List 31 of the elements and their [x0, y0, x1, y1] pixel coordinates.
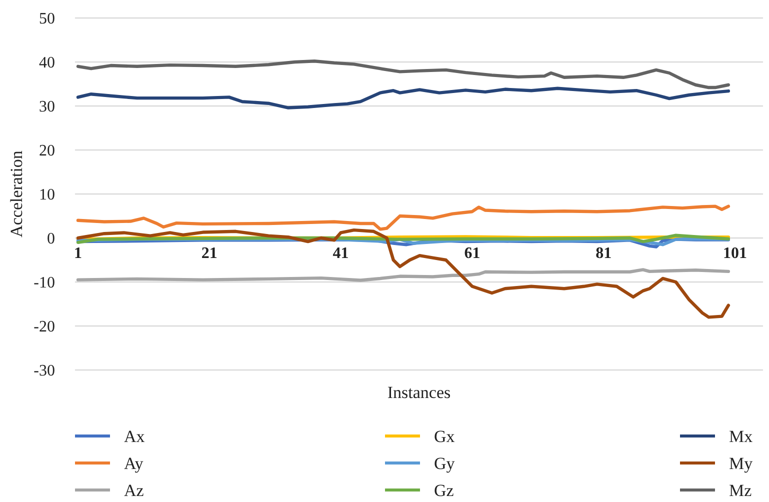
y-tick-label: -10	[34, 274, 55, 292]
legend-label: Ax	[124, 426, 146, 446]
y-tick-label: 20	[39, 142, 55, 160]
y-tick-label: 30	[39, 98, 55, 116]
legend-label: Gx	[434, 426, 456, 446]
x-tick-label: 81	[596, 245, 612, 262]
y-tick-label: 0	[47, 230, 55, 248]
legend-label: Ay	[124, 454, 144, 473]
x-tick-label: 21	[201, 245, 218, 262]
legend-label: Az	[124, 480, 144, 500]
legend-label: Gz	[434, 480, 454, 500]
line-series	[76, 204, 730, 231]
y-tick-label: 10	[39, 186, 55, 204]
y-tick-label: 50	[39, 10, 55, 28]
legend-label: My	[729, 454, 754, 473]
line-series	[76, 60, 730, 90]
line-series	[76, 268, 730, 282]
x-tick-label: 101	[723, 245, 747, 262]
legend-label: Gy	[434, 454, 456, 473]
y-tick-label: -20	[34, 318, 55, 336]
x-axis-title: Instances	[387, 383, 451, 402]
legend-label: Mz	[729, 480, 752, 500]
legend-label: Mx	[729, 426, 754, 446]
y-tick-label: 40	[39, 54, 55, 72]
line-series	[76, 86, 730, 110]
y-tick-label: -30	[34, 362, 55, 380]
x-tick-label: 41	[332, 245, 349, 262]
x-tick-label: 61	[464, 245, 480, 262]
y-axis-title: Acceleration	[7, 150, 26, 238]
x-tick-label: 1	[74, 245, 82, 262]
line-series	[76, 234, 730, 244]
